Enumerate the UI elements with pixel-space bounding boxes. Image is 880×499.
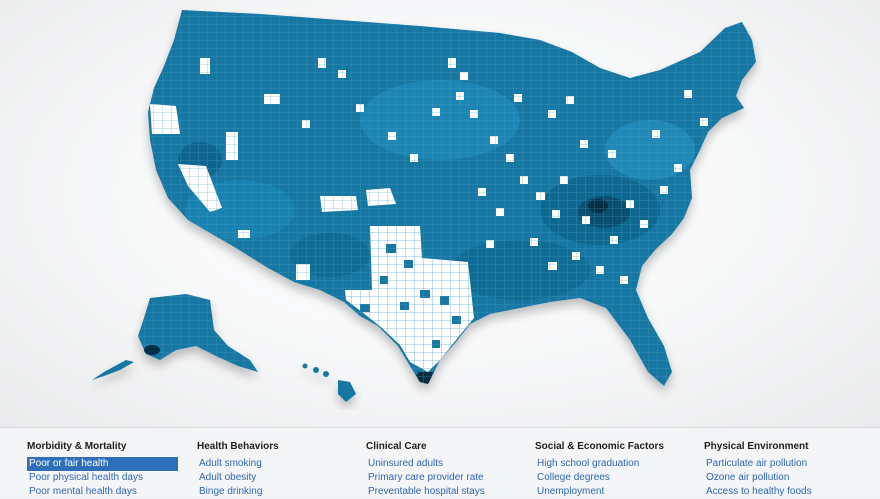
menu-link[interactable]: Poor or fair health <box>27 457 178 471</box>
alaska <box>92 294 258 380</box>
menu-link[interactable]: Poor physical health days <box>29 472 143 483</box>
menu-link[interactable]: College degrees <box>537 472 610 483</box>
menu-heading: Physical Environment <box>704 441 809 452</box>
menu-link[interactable]: Particulate air pollution <box>706 458 808 469</box>
menu-link[interactable]: Primary care provider rate <box>368 472 484 483</box>
menu-heading: Health Behaviors <box>197 441 279 452</box>
menu-column-4: Social & Economic Factors High school gra… <box>535 440 695 499</box>
menu-link[interactable]: Ozone air pollution <box>706 472 790 483</box>
menu-link[interactable]: Adult smoking <box>199 458 262 469</box>
menu-heading: Social & Economic Factors <box>535 441 664 452</box>
menu-column-5: Physical Environment Particulate air poll… <box>704 440 864 499</box>
indicator-menu: Morbidity & Mortality Poor or fair health… <box>0 427 880 499</box>
menu-column-1: Morbidity & Mortality Poor or fair health… <box>27 440 187 499</box>
menu-link[interactable]: Unemployment <box>537 486 605 497</box>
menu-column-3: Clinical Care Uninsured adults Primary car… <box>366 440 526 499</box>
menu-link[interactable]: Poor mental health days <box>29 486 137 497</box>
menu-heading: Clinical Care <box>366 441 427 452</box>
hawaii <box>302 363 356 402</box>
menu-link[interactable]: Adult obesity <box>199 472 257 483</box>
menu-column-2: Health Behaviors Adult smoking Adult obesi… <box>197 440 357 499</box>
map-area <box>0 0 880 427</box>
menu-heading: Morbidity & Mortality <box>27 441 127 452</box>
menu-link[interactable]: Uninsured adults <box>368 458 444 469</box>
menu-link[interactable]: High school graduation <box>537 458 640 469</box>
menu-link[interactable]: Preventable hospital stays <box>368 486 485 497</box>
menu-link[interactable]: Binge drinking <box>199 486 263 497</box>
menu-link[interactable]: Access to healthy foods <box>706 486 812 497</box>
us-county-map[interactable] <box>0 0 880 427</box>
